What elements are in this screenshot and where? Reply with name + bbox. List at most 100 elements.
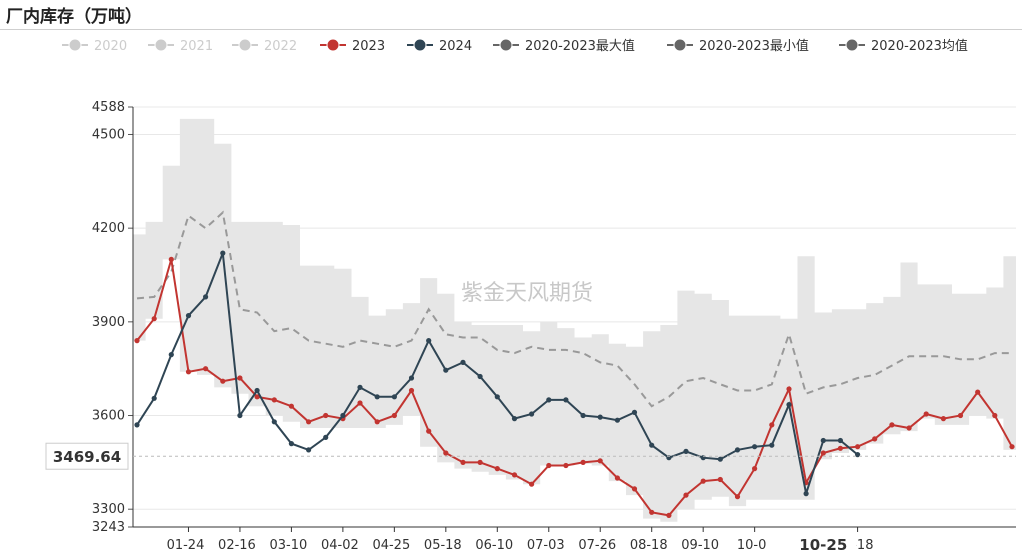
data-point-2024 — [254, 387, 260, 394]
data-point-2024 — [185, 313, 192, 319]
legend-dot-icon — [326, 38, 340, 52]
data-point-2024 — [786, 402, 792, 408]
data-point-2024 — [546, 397, 552, 403]
x-tick-label: 04-02 — [321, 538, 359, 553]
data-point-2023 — [957, 412, 964, 419]
x-pointer-label: 10-25 — [790, 532, 857, 555]
x-tick-label: 09-10 — [681, 538, 719, 553]
data-point-2024 — [580, 412, 586, 419]
data-point-2023 — [1009, 444, 1015, 450]
data-point-2023 — [889, 422, 895, 428]
data-point-2023 — [426, 428, 432, 434]
data-point-2024 — [769, 442, 775, 448]
legend-item-2023[interactable]: 2023 — [320, 38, 385, 54]
watermark-text: 紫金天风期货 — [461, 281, 593, 306]
data-point-2023 — [597, 458, 603, 464]
data-point-2024 — [391, 394, 397, 400]
data-point-2024 — [649, 442, 655, 448]
page-title: 厂内库存（万吨） — [6, 7, 142, 27]
legend-dot-icon — [154, 38, 168, 52]
series-points-2024 — [134, 250, 861, 497]
legend-dot-icon — [499, 38, 513, 52]
y-pointer-box — [45, 442, 129, 470]
data-point-2023 — [666, 512, 672, 519]
legend-item-2024[interactable]: 2024 — [407, 38, 472, 54]
data-point-2023 — [786, 386, 792, 392]
data-point-2024 — [563, 397, 569, 403]
data-point-2024 — [717, 456, 723, 462]
legend-dot-icon — [413, 38, 427, 52]
data-point-2024 — [134, 422, 140, 428]
title-divider — [0, 29, 1022, 30]
x-tick-label: 04-25 — [372, 538, 410, 553]
data-point-2024 — [803, 491, 809, 497]
x-tick-label: 02-16 — [218, 538, 256, 553]
data-point-2023 — [168, 256, 174, 262]
y-tick-label: 3900 — [92, 315, 125, 330]
data-point-2023 — [151, 316, 157, 322]
data-point-2023 — [940, 416, 947, 422]
data-point-2023 — [992, 412, 998, 419]
data-point-2023 — [717, 476, 723, 483]
data-point-2024 — [597, 414, 603, 420]
y-tick-label: 3600 — [92, 409, 125, 424]
data-point-2023 — [769, 422, 775, 428]
legend-item-2022[interactable]: 2022 — [232, 38, 297, 54]
data-point-2023 — [408, 387, 415, 394]
data-point-2024 — [203, 294, 209, 300]
data-point-2023 — [306, 419, 312, 425]
data-point-2023 — [443, 450, 449, 456]
data-point-2024 — [306, 447, 312, 453]
x-pointer-box — [790, 532, 857, 555]
data-point-2023 — [477, 459, 483, 465]
x-tick-label: 07-03 — [527, 538, 565, 553]
data-point-2024 — [494, 394, 500, 400]
legend-item-2020-2023最大值[interactable]: 2020-2023最大值 — [493, 38, 635, 54]
data-point-2023 — [237, 375, 243, 381]
data-point-2023 — [975, 389, 981, 395]
legend: 2020 2021 2022 2023 2024 2020-2023最大值 2020-202… — [62, 38, 968, 54]
data-point-2024 — [374, 394, 380, 400]
data-point-2024 — [631, 409, 638, 415]
data-point-2023 — [391, 412, 397, 419]
data-point-2024 — [855, 452, 861, 458]
data-point-2023 — [923, 411, 929, 417]
data-point-2024 — [323, 434, 329, 440]
legend-item-2021[interactable]: 2021 — [148, 38, 213, 54]
data-point-2024 — [426, 338, 432, 344]
data-point-2023 — [614, 475, 621, 481]
data-point-2023 — [494, 466, 500, 472]
data-point-2023 — [906, 425, 912, 431]
x-tick-label: 03-10 — [270, 538, 308, 553]
legend-label: 2024 — [439, 39, 472, 54]
legend-dot-icon — [845, 38, 859, 52]
series-line-average — [136, 210, 1012, 408]
data-point-2024 — [734, 447, 741, 453]
series-points-2023 — [134, 256, 1015, 519]
data-point-2024 — [614, 417, 621, 423]
legend-label: 2021 — [180, 39, 213, 54]
data-point-2023 — [220, 378, 226, 384]
legend-item-2020-2023最小值[interactable]: 2020-2023最小值 — [667, 38, 809, 54]
legend-label: 2023 — [352, 39, 385, 54]
legend-item-2020[interactable]: 2020 — [62, 38, 127, 54]
data-point-2023 — [511, 472, 518, 478]
data-point-2023 — [134, 338, 140, 344]
data-point-2023 — [288, 403, 294, 409]
data-point-2024 — [288, 441, 294, 447]
data-point-2024 — [357, 384, 363, 390]
y-tick-label: 4588 — [92, 100, 125, 115]
data-point-2024 — [168, 352, 174, 358]
legend-label: 2022 — [264, 39, 297, 54]
data-point-2024 — [151, 395, 157, 401]
legend-dot-icon — [238, 38, 252, 52]
data-point-2023 — [649, 509, 655, 515]
data-point-2023 — [631, 486, 638, 492]
data-point-2023 — [580, 459, 586, 465]
data-point-2023 — [855, 444, 861, 450]
legend-item-2020-2023均值[interactable]: 2020-2023均值 — [839, 38, 968, 54]
data-point-2023 — [323, 412, 329, 419]
data-point-2024 — [529, 411, 535, 417]
legend-label: 2020-2023均值 — [871, 38, 968, 54]
y-pointer-label: 3469.64 — [45, 442, 129, 470]
